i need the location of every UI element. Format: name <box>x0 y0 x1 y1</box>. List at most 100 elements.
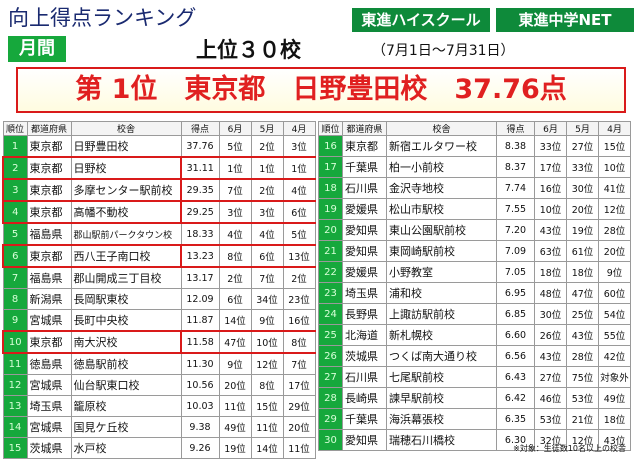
prefecture-cell: 北海道 <box>342 324 387 346</box>
table-row: 27 石川県 七尾駅前校 6.43 27位 75位 対象外 <box>318 366 631 388</box>
prefecture-cell: 千葉県 <box>342 408 387 430</box>
april-rank-cell: 対象外 <box>598 366 631 388</box>
table-row: 19 愛媛県 松山市駅校 7.55 10位 20位 12位 <box>318 198 631 220</box>
april-rank-cell: 3位 <box>282 135 316 158</box>
table-row: 11 徳島県 徳島駅前校 11.30 9位 12位 7位 <box>2 352 316 375</box>
may-rank-cell: 28位 <box>566 345 599 367</box>
may-rank-cell: 30位 <box>566 177 599 199</box>
table-row: 6 東京都 西八王子南口校 13.23 8位 6位 13位 <box>2 244 316 268</box>
table-row: 2 東京都 日野校 31.11 1位 1位 1位 <box>2 156 316 180</box>
school-cell: つくば南大通り校 <box>386 345 497 367</box>
june-rank-cell: 4位 <box>218 222 252 246</box>
school-cell: 国見ケ丘校 <box>70 416 182 438</box>
score-cell: 9.26 <box>180 437 220 459</box>
may-rank-cell: 47位 <box>566 282 599 304</box>
score-cell: 29.35 <box>180 178 220 202</box>
score-cell: 9.38 <box>180 416 220 438</box>
page-title: 向上得点ランキング <box>8 6 197 30</box>
april-rank-cell: 42位 <box>598 345 631 367</box>
brand-logo-juniorhigh: 東進中学NET <box>496 8 634 32</box>
rank-cell: 2 <box>2 156 28 180</box>
april-rank-cell: 11位 <box>282 437 316 459</box>
may-rank-cell: 25位 <box>566 303 599 325</box>
may-rank-cell: 4位 <box>250 222 284 246</box>
rank-cell: 3 <box>2 178 28 202</box>
score-cell: 7.09 <box>496 240 535 262</box>
table-row: 29 千葉県 海浜幕張校 6.35 53位 21位 18位 <box>318 408 631 430</box>
june-rank-cell: 8位 <box>218 244 252 268</box>
score-cell: 18.33 <box>180 222 220 246</box>
table-row: 22 愛媛県 小野教室 7.05 18位 18位 9位 <box>318 261 631 283</box>
school-cell: 東岡崎駅前校 <box>386 240 497 262</box>
table-row: 16 東京都 新宿エルタワー校 8.38 33位 27位 15位 <box>318 135 631 157</box>
prefecture-cell: 愛知県 <box>342 429 387 451</box>
column-header: 6月 <box>218 121 252 136</box>
school-cell: 小野教室 <box>386 261 497 283</box>
score-cell: 8.38 <box>496 135 535 157</box>
score-cell: 6.60 <box>496 324 535 346</box>
table-row: 4 東京都 高幡不動校 29.25 3位 3位 6位 <box>2 200 316 224</box>
column-header: 都道府県 <box>26 121 72 136</box>
rank-cell: 19 <box>318 198 343 220</box>
june-rank-cell: 5位 <box>218 135 252 158</box>
may-rank-cell: 21位 <box>566 408 599 430</box>
score-cell: 8.37 <box>496 156 535 178</box>
may-rank-cell: 8位 <box>250 374 284 396</box>
prefecture-cell: 東京都 <box>26 330 72 354</box>
column-header: 校舎 <box>70 121 182 136</box>
april-rank-cell: 9位 <box>598 261 631 283</box>
table-row: 30 愛知県 瑞穂石川橋校 6.30 32位 12位 43位 <box>318 429 631 451</box>
score-cell: 7.55 <box>496 198 535 220</box>
table-header: 順位 都道府県 校舎 得点 6月 5月 4月 <box>318 121 631 136</box>
june-rank-cell: 20位 <box>218 374 252 396</box>
score-cell: 7.20 <box>496 219 535 241</box>
may-rank-cell: 1位 <box>250 156 284 180</box>
rank-cell: 15 <box>2 437 28 459</box>
april-rank-cell: 20位 <box>598 240 631 262</box>
school-cell: 高幡不動校 <box>70 200 182 224</box>
table-row: 10 東京都 南大沢校 11.58 47位 10位 8位 <box>2 330 316 354</box>
april-rank-cell: 15位 <box>598 135 631 157</box>
may-rank-cell: 10位 <box>250 330 284 354</box>
score-cell: 6.85 <box>496 303 535 325</box>
score-cell: 11.87 <box>180 309 220 332</box>
table-row: 7 福島県 郡山開成三丁目校 13.17 2位 7位 2位 <box>2 266 316 289</box>
may-rank-cell: 19位 <box>566 219 599 241</box>
prefecture-cell: 福島県 <box>26 266 72 289</box>
score-cell: 6.43 <box>496 366 535 388</box>
prefecture-cell: 宮城県 <box>26 374 72 396</box>
table-row: 1 東京都 日野豊田校 37.76 5位 2位 3位 <box>2 135 316 158</box>
school-cell: 郡山開成三丁目校 <box>70 266 182 289</box>
april-rank-cell: 20位 <box>282 416 316 438</box>
school-cell: 籠原校 <box>70 395 182 417</box>
april-rank-cell: 43位 <box>598 429 631 451</box>
rank-cell: 13 <box>2 395 28 417</box>
april-rank-cell: 41位 <box>598 177 631 199</box>
april-rank-cell: 13位 <box>282 244 316 268</box>
prefecture-cell: 東京都 <box>26 244 72 268</box>
may-rank-cell: 3位 <box>250 200 284 224</box>
school-cell: 水戸校 <box>70 437 182 459</box>
school-cell: 多摩センター駅前校 <box>70 178 182 202</box>
score-cell: 7.05 <box>496 261 535 283</box>
april-rank-cell: 23位 <box>282 288 316 310</box>
column-header: 得点 <box>180 121 220 136</box>
table-row: 20 愛知県 東山公園駅前校 7.20 43位 19位 28位 <box>318 219 631 241</box>
school-cell: 金沢寺地校 <box>386 177 497 199</box>
may-rank-cell: 61位 <box>566 240 599 262</box>
headline: 上位３０校 <box>196 38 301 62</box>
may-rank-cell: 2位 <box>250 178 284 202</box>
top-rank-banner: 第 1位 東京都 日野豊田校 37.76点 <box>16 67 626 113</box>
table-row: 26 茨城県 つくば南大通り校 6.56 43位 28位 42位 <box>318 345 631 367</box>
table-row: 18 石川県 金沢寺地校 7.74 16位 30位 41位 <box>318 177 631 199</box>
rank-cell: 17 <box>318 156 343 178</box>
april-rank-cell: 12位 <box>598 198 631 220</box>
table-row: 12 宮城県 仙台駅東口校 10.56 20位 8位 17位 <box>2 374 316 396</box>
school-cell: 東山公園駅前校 <box>386 219 497 241</box>
june-rank-cell: 17位 <box>534 156 567 178</box>
prefecture-cell: 東京都 <box>26 200 72 224</box>
june-rank-cell: 33位 <box>534 135 567 157</box>
rank-cell: 27 <box>318 366 343 388</box>
april-rank-cell: 4位 <box>282 178 316 202</box>
school-cell: 日野校 <box>70 156 182 180</box>
